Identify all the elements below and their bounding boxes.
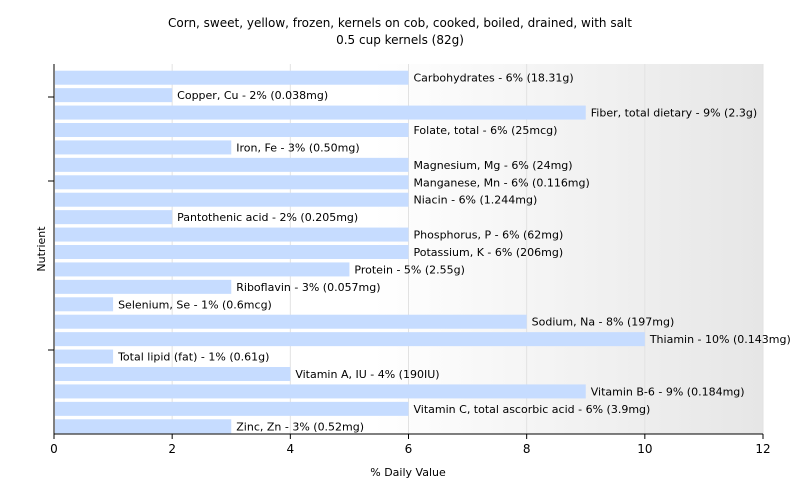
bar-label-6: Manganese, Mn - 6% (0.116mg) <box>414 176 590 189</box>
bar-label-3: Folate, total - 6% (25mcg) <box>414 124 558 137</box>
x-axis-label: % Daily Value <box>370 466 446 479</box>
bar-label-14: Sodium, Na - 8% (197mg) <box>532 316 675 329</box>
bar-label-1: Copper, Cu - 2% (0.038mg) <box>177 89 328 102</box>
x-tick-label-2: 4 <box>287 442 295 456</box>
bar-label-13: Selenium, Se - 1% (0.6mcg) <box>118 298 272 311</box>
bar-label-19: Vitamin C, total ascorbic acid - 6% (3.9… <box>414 403 651 416</box>
bar-label-4: Iron, Fe - 3% (0.50mg) <box>236 141 359 154</box>
bar-17 <box>55 367 291 381</box>
bar-0 <box>55 70 409 85</box>
bar-16 <box>55 349 114 364</box>
chart-title: Corn, sweet, yellow, frozen, kernels on … <box>168 16 632 30</box>
bar-label-5: Magnesium, Mg - 6% (24mg) <box>414 159 573 172</box>
bar-label-18: Vitamin B-6 - 9% (0.184mg) <box>591 385 745 398</box>
y-axis-label: Nutrient <box>35 226 48 272</box>
bar-label-11: Protein - 5% (2.55g) <box>354 263 465 276</box>
chart-subtitle: 0.5 cup kernels (82g) <box>336 33 464 47</box>
bar-19 <box>55 401 409 416</box>
x-tick-label-5: 10 <box>637 442 652 456</box>
x-tick-label-1: 2 <box>168 442 176 456</box>
bar-1 <box>55 88 173 103</box>
x-tick-label-3: 6 <box>405 442 413 456</box>
bar-7 <box>55 192 409 207</box>
bar-label-15: Thiamin - 10% (0.143mg) <box>649 333 791 346</box>
bar-label-2: Fiber, total dietary - 9% (2.3g) <box>591 107 757 120</box>
bar-3 <box>55 123 409 137</box>
bar-label-8: Pantothenic acid - 2% (0.205mg) <box>177 211 358 224</box>
bar-10 <box>55 245 409 259</box>
bar-label-7: Niacin - 6% (1.244mg) <box>414 194 538 207</box>
bar-label-0: Carbohydrates - 6% (18.31g) <box>414 72 574 85</box>
bar-8 <box>55 210 173 225</box>
x-tick-label-0: 0 <box>50 442 58 456</box>
bar-18 <box>55 384 586 399</box>
bars: Carbohydrates - 6% (18.31g) Copper, Cu - … <box>55 70 791 434</box>
bar-label-10: Potassium, K - 6% (206mg) <box>414 246 564 259</box>
bar-2 <box>55 105 586 120</box>
bar-6 <box>55 175 409 190</box>
bar-label-12: Riboflavin - 3% (0.057mg) <box>236 281 380 294</box>
bar-label-16: Total lipid (fat) - 1% (0.61g) <box>117 351 269 364</box>
axes: 0 2 4 6 8 10 12 <box>48 64 771 456</box>
x-tick-label-4: 8 <box>523 442 531 456</box>
bar-5 <box>55 157 409 172</box>
bar-14 <box>55 314 527 329</box>
bar-12 <box>55 279 232 294</box>
bar-label-17: Vitamin A, IU - 4% (190IU) <box>295 368 439 381</box>
bar-20 <box>55 419 232 434</box>
bar-11 <box>55 262 350 277</box>
bar-15 <box>55 332 645 347</box>
bar-13 <box>55 297 114 312</box>
bar-4 <box>55 140 232 155</box>
bar-9 <box>55 227 409 242</box>
bar-label-20: Zinc, Zn - 3% (0.52mg) <box>236 420 364 433</box>
bar-label-9: Phosphorus, P - 6% (62mg) <box>414 229 564 242</box>
x-tick-label-6: 12 <box>755 442 770 456</box>
